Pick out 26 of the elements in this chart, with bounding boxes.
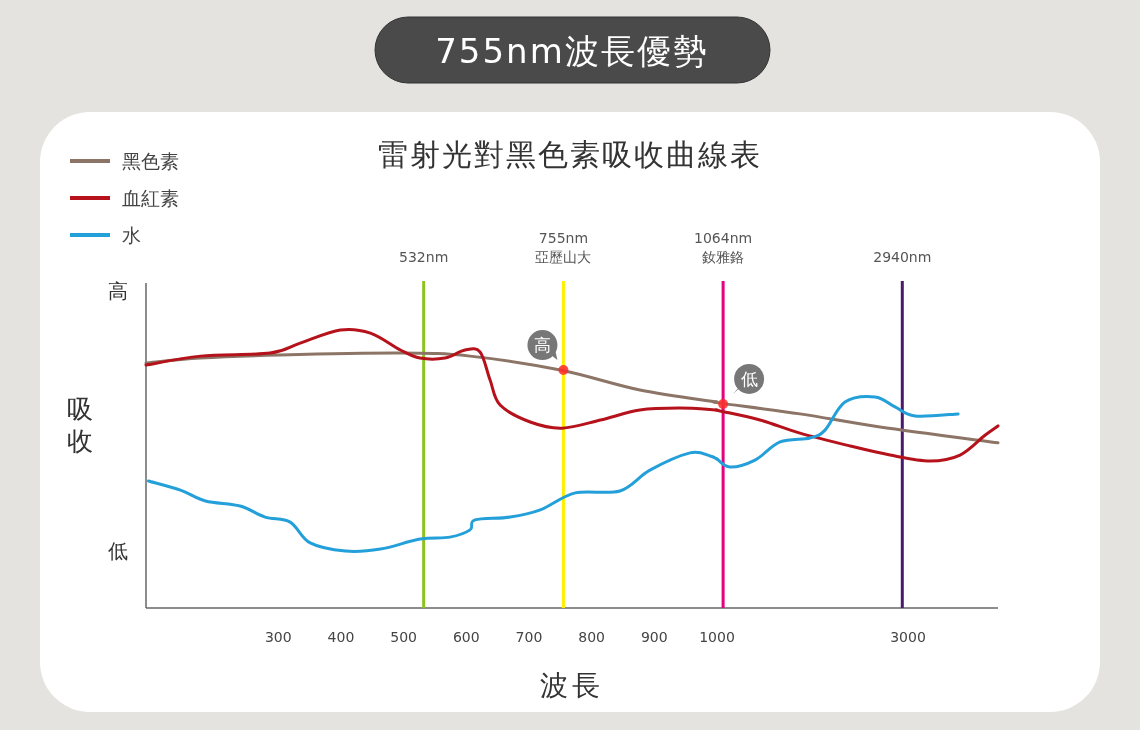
callout: 低	[718, 363, 765, 409]
x-tick-label: 400	[327, 629, 355, 645]
annotation: 高	[533, 335, 551, 356]
x-tick-label: 3000	[890, 629, 926, 645]
chart-subtitle: 雷射光對黑色素吸收曲線表	[378, 137, 762, 172]
callout: 高	[527, 330, 569, 376]
ref-line-label: 2940nm	[873, 249, 932, 265]
ref-line-label: 755nm 亞歷山大	[535, 230, 592, 265]
x-tick-label: 700	[515, 629, 543, 645]
text: 低	[108, 539, 128, 563]
legend-label: 血紅素	[122, 187, 179, 209]
x-tick-label: 800	[578, 629, 606, 645]
ref-line-label: 532nm	[399, 249, 449, 265]
x-axis-title: 波長	[540, 669, 604, 702]
ref-line-label: 1064nm 釹雅鉻	[694, 230, 753, 265]
x-tick-label: 300	[264, 629, 292, 645]
annotation: 低	[740, 368, 758, 389]
x-tick-label: 500	[390, 629, 417, 645]
x-tick-label: 600	[452, 629, 480, 645]
y-axis-title: 吸收	[67, 394, 93, 456]
x-tick-label: 1000	[699, 629, 735, 645]
legend-label: 水	[122, 224, 141, 246]
chart-title: 755nm波長優勢	[435, 31, 709, 71]
legend-label: 黑色素	[122, 150, 179, 172]
text: 高	[108, 279, 128, 303]
x-tick-label: 900	[640, 629, 668, 645]
